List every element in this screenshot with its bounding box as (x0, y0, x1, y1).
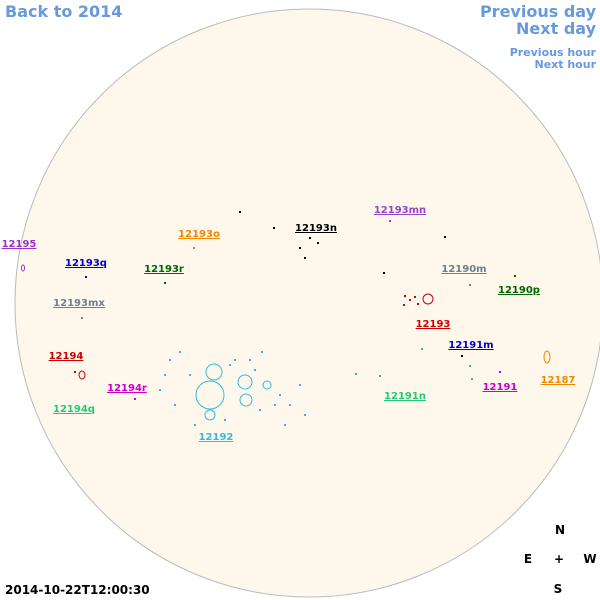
region-label[interactable]: 12191m (448, 340, 493, 351)
timestamp: 2014-10-22T12:00:30 (5, 583, 150, 597)
spot-dot (471, 378, 473, 380)
region-label[interactable]: 12193q (65, 258, 107, 269)
spot (195, 380, 225, 410)
region-label[interactable]: 12194 (49, 351, 84, 362)
spot-dot (355, 373, 357, 375)
region-label[interactable]: 12190m (441, 264, 486, 275)
spot-dot (317, 242, 319, 244)
spot-dot (403, 304, 405, 306)
spot-dot (309, 237, 311, 239)
previous-day-link[interactable]: Previous day (480, 2, 597, 21)
spot-dot (194, 424, 196, 426)
spot-dot (189, 374, 191, 376)
region-label[interactable]: 12193o (178, 229, 220, 240)
spot-dot (259, 409, 261, 411)
spot-dot (417, 303, 419, 305)
spot-dot (74, 371, 76, 373)
region-label[interactable]: 12194q (53, 404, 95, 415)
spot-dot (179, 351, 181, 353)
spot-dot (299, 247, 301, 249)
back-link[interactable]: Back to 2014 (5, 2, 122, 21)
spot (422, 293, 434, 305)
spot-dot (414, 296, 416, 298)
spot-dot (274, 404, 276, 406)
spot (204, 409, 216, 421)
compass-east: E (524, 552, 532, 566)
compass-north: N (555, 523, 565, 537)
region-label[interactable]: 12192 (199, 432, 234, 443)
spot-dot (249, 359, 251, 361)
spot-dot (409, 299, 411, 301)
next-hour-link[interactable]: Next hour (535, 58, 597, 71)
compass-west: W (583, 552, 596, 566)
compass-south: S (554, 582, 563, 596)
region-label[interactable]: 12194r (107, 383, 147, 394)
spot-dot (169, 359, 171, 361)
next-day-link[interactable]: Next day (516, 19, 597, 38)
region-label[interactable]: 12193mn (374, 205, 426, 216)
spot (205, 363, 223, 381)
spot-dot (444, 236, 446, 238)
spot-dot (174, 404, 176, 406)
spot-dot (279, 394, 281, 396)
spot-dot (85, 276, 87, 278)
spot-dot (461, 355, 463, 357)
compass-center: + (554, 552, 564, 566)
spot-dot (299, 384, 301, 386)
spot-dot (404, 295, 406, 297)
spot-dot (499, 371, 501, 373)
spot-dot (159, 389, 161, 391)
spot-dot (81, 317, 83, 319)
sunspots (21, 211, 551, 426)
region-label[interactable]: 12193mx (53, 298, 105, 309)
region-label[interactable]: 12191 (483, 382, 518, 393)
spot-dot (469, 284, 471, 286)
spot-dot (383, 272, 385, 274)
spot-dot (261, 351, 263, 353)
spot-dot (164, 374, 166, 376)
region-label[interactable]: 12195 (2, 239, 37, 250)
spot-dot (273, 227, 275, 229)
spot-dot (389, 220, 391, 222)
spot-dot (304, 257, 306, 259)
spot-dot (469, 365, 471, 367)
spot-dot (284, 424, 286, 426)
region-label[interactable]: 12190p (498, 285, 540, 296)
spot-dot (421, 348, 423, 350)
region-label[interactable]: 12193 (416, 319, 451, 330)
spot-dot (254, 369, 256, 371)
spot-dot (234, 359, 236, 361)
spot (543, 350, 551, 364)
spot-dot (239, 211, 241, 213)
spot-dot (289, 404, 291, 406)
spot-dot (134, 398, 136, 400)
spot (262, 380, 272, 390)
spot (78, 370, 86, 380)
spot-dot (229, 364, 231, 366)
region-label[interactable]: 12187 (541, 375, 576, 386)
spot-dot (164, 282, 166, 284)
spot (239, 393, 253, 407)
spot-dot (193, 247, 195, 249)
solar-disk (14, 8, 600, 598)
spot-dot (224, 419, 226, 421)
spot (237, 374, 253, 390)
spot-dot (379, 375, 381, 377)
previous-hour-link[interactable]: Previous hour (510, 46, 597, 59)
region-label[interactable]: 12191n (384, 391, 426, 402)
region-label[interactable]: 12193r (144, 264, 184, 275)
spot-dot (304, 414, 306, 416)
spot-dot (514, 275, 516, 277)
region-label[interactable]: 12193n (295, 223, 337, 234)
spot (21, 264, 25, 272)
